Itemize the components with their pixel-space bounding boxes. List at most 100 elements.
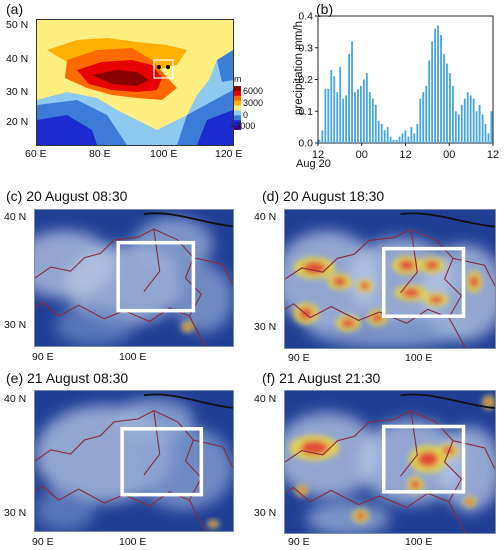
satellite-image-f (284, 390, 496, 534)
precip-bar (428, 60, 431, 144)
precip-bar (371, 98, 374, 143)
convective-core (355, 512, 366, 520)
y-tick-label: 0.2 (298, 74, 313, 86)
precip-bar (330, 69, 333, 143)
precip-bar (324, 89, 327, 143)
cloud-mass (173, 264, 233, 333)
panel-c-xtick: 100 E (119, 351, 147, 363)
precip-bar (484, 123, 487, 143)
satellite-image-c (34, 209, 234, 347)
cloud-mass (35, 489, 95, 531)
precip-bar (386, 127, 389, 143)
x-tick-label: 12 (487, 149, 499, 161)
convective-core (469, 275, 479, 288)
precip-bar (339, 66, 342, 143)
convective-core (209, 521, 217, 527)
colorbar-swatch (234, 125, 241, 131)
precip-bar (345, 95, 348, 143)
province-border (35, 409, 233, 531)
panel-a-xtick: 120 E (215, 148, 243, 160)
precip-bar (395, 139, 398, 143)
study-area-box (381, 424, 466, 494)
panel-e-ytick: 30 N (4, 507, 27, 519)
convective-core (298, 487, 306, 494)
panel-d-xtick: 100 E (405, 352, 433, 364)
national-border (400, 212, 495, 228)
colorbar-swatch (234, 105, 241, 111)
precip-bar (490, 111, 493, 143)
colorbar-label: −3000 (230, 121, 256, 131)
x-tick-label: 00 (443, 149, 455, 161)
y-tick-label: 0.1 (298, 106, 313, 118)
precip-bar (469, 95, 472, 143)
panel-e-xtick: 100 E (119, 536, 147, 548)
convective-core (410, 480, 420, 490)
precip-bar (321, 130, 324, 143)
precip-bar (377, 120, 380, 143)
study-area-box (120, 427, 204, 497)
precip-bar (392, 139, 395, 143)
cloud-mass (114, 398, 194, 440)
convective-core (401, 288, 421, 298)
precip-bar (437, 25, 439, 143)
precip-bar (380, 123, 383, 143)
panel-d-ytick: 30 N (254, 321, 277, 333)
panel-f-ytick: 40 N (254, 393, 277, 405)
cloud-mass (54, 305, 134, 346)
precip-bar (351, 41, 353, 143)
colorbar-label: 0 (243, 110, 249, 120)
convective-core (184, 323, 191, 330)
precip-bar (466, 92, 469, 143)
precip-bar (454, 111, 457, 143)
precip-bar (460, 104, 463, 143)
panel-f-title: (f) 21 August 21:30 (262, 370, 381, 386)
precip-bar (333, 76, 336, 143)
panel-e-title: (e) 21 August 08:30 (6, 370, 129, 386)
panel-c-ytick: 30 N (4, 319, 27, 331)
panel-a-ytick: 30 N (6, 86, 29, 98)
precip-bar (434, 28, 437, 144)
x-tick-label: 12 (312, 149, 324, 161)
precip-bar (419, 98, 422, 143)
convective-core (398, 259, 415, 271)
precip-bar (389, 136, 392, 143)
precip-bar (449, 73, 451, 143)
panel-c-ytick: 40 N (4, 211, 27, 223)
national-border (143, 393, 233, 409)
precip-bar (318, 139, 321, 143)
precip-bar (463, 98, 466, 143)
convective-core (332, 277, 347, 287)
cloud-mass (306, 501, 390, 533)
panel-a-xtick: 60 E (25, 148, 47, 160)
colorbar-label: 3000 (243, 98, 264, 108)
precip-bar (422, 92, 425, 143)
precip-bar (407, 136, 410, 143)
colorbar-unit: m (234, 74, 242, 84)
colorbar-swatch (234, 86, 241, 92)
precip-bar (475, 111, 478, 143)
panel-b-label: (b) (316, 1, 334, 17)
province-border (285, 410, 495, 533)
precip-bar (440, 35, 442, 143)
precip-bar (398, 136, 401, 143)
precip-bar (410, 127, 413, 143)
province-border (285, 228, 495, 348)
convective-core (371, 313, 384, 323)
y-tick-label: 0.3 (298, 42, 313, 54)
convective-core (466, 498, 474, 505)
convective-core (341, 318, 355, 328)
topography-map (36, 19, 234, 146)
precip-bar (481, 114, 484, 143)
convective-core (429, 295, 444, 304)
colorbar-swatch (234, 90, 241, 97)
precip-bar (404, 130, 407, 143)
precip-bar (487, 133, 490, 143)
y-tick-label: 0.4 (298, 11, 313, 23)
satellite-image-d (284, 209, 496, 349)
precip-bar (374, 104, 377, 143)
national-border (143, 212, 233, 228)
convective-core (417, 451, 439, 467)
precip-bar (336, 92, 339, 143)
satellite-image-e (34, 390, 234, 532)
panel-a-xtick: 80 E (89, 148, 111, 160)
